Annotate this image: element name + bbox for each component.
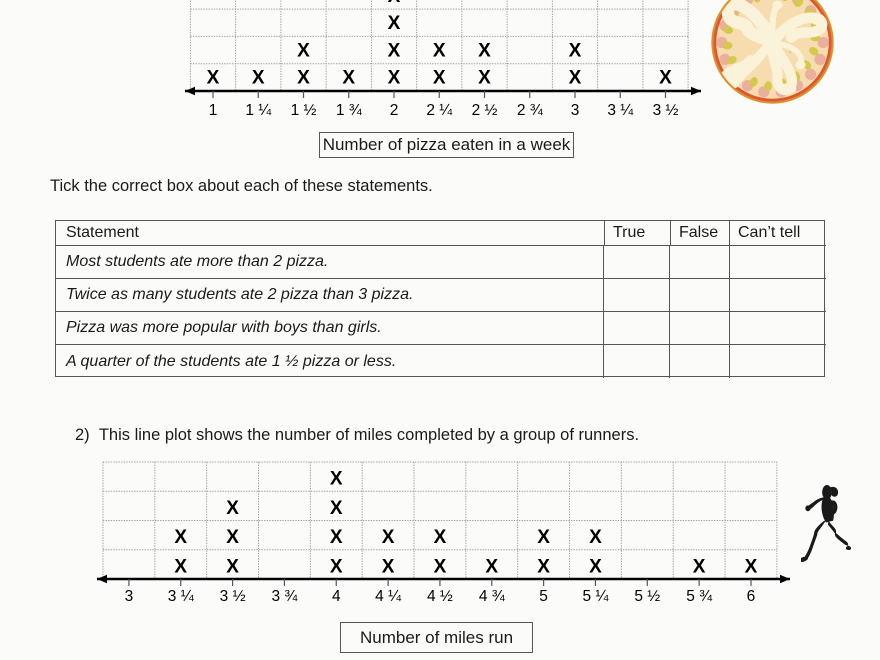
svg-text:X: X [174, 527, 187, 548]
svg-text:X: X [485, 557, 498, 578]
svg-text:X: X [226, 527, 239, 548]
svg-text:X: X [745, 557, 758, 578]
svg-text:X: X [330, 557, 343, 578]
svg-text:4: 4 [332, 588, 341, 605]
svg-text:3 ½: 3 ½ [220, 588, 246, 605]
svg-text:5 ¼: 5 ¼ [583, 588, 610, 605]
svg-text:5: 5 [539, 588, 548, 605]
svg-text:4 ¼: 4 ¼ [375, 588, 402, 605]
svg-text:3: 3 [125, 588, 134, 605]
svg-text:4 ½: 4 ½ [427, 588, 453, 605]
svg-text:6: 6 [747, 588, 756, 605]
svg-text:X: X [434, 557, 447, 578]
svg-text:X: X [226, 557, 239, 578]
svg-text:X: X [330, 469, 343, 490]
svg-text:X: X [589, 527, 602, 548]
svg-text:5 ½: 5 ½ [634, 588, 660, 605]
svg-text:3 ¾: 3 ¾ [271, 588, 298, 605]
svg-text:X: X [174, 557, 187, 578]
svg-text:X: X [330, 498, 343, 519]
svg-text:4 ¾: 4 ¾ [479, 588, 506, 605]
svg-text:X: X [330, 527, 343, 548]
svg-text:X: X [382, 527, 395, 548]
svg-text:5 ¾: 5 ¾ [686, 588, 713, 605]
svg-text:X: X [537, 557, 550, 578]
svg-text:X: X [693, 557, 706, 578]
svg-text:X: X [434, 527, 447, 548]
svg-text:X: X [226, 498, 239, 519]
svg-text:X: X [382, 557, 395, 578]
svg-text:X: X [537, 527, 550, 548]
svg-text:3 ¼: 3 ¼ [168, 588, 195, 605]
svg-text:X: X [589, 557, 602, 578]
